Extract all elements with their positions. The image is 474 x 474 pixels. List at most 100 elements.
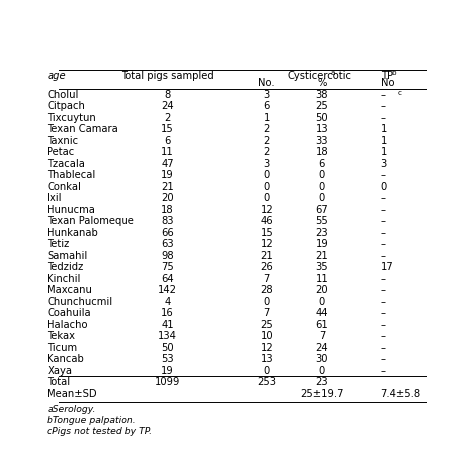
Text: –: – — [381, 366, 386, 376]
Text: Conkal: Conkal — [47, 182, 82, 192]
Text: 0: 0 — [319, 171, 325, 181]
Text: 0: 0 — [319, 366, 325, 376]
Text: 23: 23 — [316, 228, 328, 238]
Text: 1: 1 — [381, 125, 387, 135]
Text: –: – — [381, 101, 386, 111]
Text: age: age — [47, 71, 66, 81]
Text: –: – — [381, 355, 386, 365]
Text: Cholul: Cholul — [47, 90, 79, 100]
Text: –: – — [381, 274, 386, 284]
Text: No.: No. — [258, 78, 275, 88]
Text: Texan Palomeque: Texan Palomeque — [47, 217, 134, 227]
Text: 21: 21 — [316, 251, 328, 261]
Text: Hunucma: Hunucma — [47, 205, 95, 215]
Text: –: – — [381, 285, 386, 295]
Text: %: % — [317, 78, 327, 88]
Text: 17: 17 — [381, 263, 393, 273]
Text: 12: 12 — [260, 239, 273, 249]
Text: Tzacala: Tzacala — [47, 159, 85, 169]
Text: 10: 10 — [261, 331, 273, 341]
Text: Total pigs sampled: Total pigs sampled — [121, 71, 214, 81]
Text: 28: 28 — [261, 285, 273, 295]
Text: 20: 20 — [161, 193, 174, 203]
Text: –: – — [381, 205, 386, 215]
Text: 61: 61 — [316, 320, 328, 330]
Text: 0: 0 — [319, 182, 325, 192]
Text: 1: 1 — [264, 113, 270, 123]
Text: Coahuila: Coahuila — [47, 309, 91, 319]
Text: 25: 25 — [260, 320, 273, 330]
Text: Xaya: Xaya — [47, 366, 73, 376]
Text: 0: 0 — [264, 366, 270, 376]
Text: –: – — [381, 251, 386, 261]
Text: 253: 253 — [257, 377, 276, 387]
Text: Ticum: Ticum — [47, 343, 78, 353]
Text: aSerology.: aSerology. — [47, 405, 96, 414]
Text: 4: 4 — [164, 297, 171, 307]
Text: 30: 30 — [316, 355, 328, 365]
Text: 53: 53 — [161, 355, 174, 365]
Text: 13: 13 — [261, 355, 273, 365]
Text: 24: 24 — [316, 343, 328, 353]
Text: Thablecal: Thablecal — [47, 171, 96, 181]
Text: Mean±SD: Mean±SD — [47, 389, 97, 399]
Text: 0: 0 — [381, 182, 387, 192]
Text: 25±19.7: 25±19.7 — [300, 389, 344, 399]
Text: 2: 2 — [264, 136, 270, 146]
Text: 6: 6 — [264, 101, 270, 111]
Text: 0: 0 — [264, 182, 270, 192]
Text: –: – — [381, 171, 386, 181]
Text: 7: 7 — [264, 274, 270, 284]
Text: 2: 2 — [264, 147, 270, 157]
Text: 6: 6 — [319, 159, 325, 169]
Text: 2: 2 — [164, 113, 171, 123]
Text: Kinchil: Kinchil — [47, 274, 81, 284]
Text: 7: 7 — [264, 309, 270, 319]
Text: 47: 47 — [161, 159, 174, 169]
Text: Tekax: Tekax — [47, 331, 75, 341]
Text: –: – — [381, 228, 386, 238]
Text: 8: 8 — [164, 90, 171, 100]
Text: 33: 33 — [316, 136, 328, 146]
Text: 24: 24 — [161, 101, 174, 111]
Text: –: – — [381, 331, 386, 341]
Text: Taxnic: Taxnic — [47, 136, 79, 146]
Text: Total: Total — [47, 377, 71, 387]
Text: –: – — [381, 239, 386, 249]
Text: 7: 7 — [319, 331, 325, 341]
Text: 0: 0 — [319, 193, 325, 203]
Text: 75: 75 — [161, 263, 174, 273]
Text: c: c — [397, 90, 401, 96]
Text: 44: 44 — [316, 309, 328, 319]
Text: 19: 19 — [161, 366, 174, 376]
Text: 55: 55 — [316, 217, 328, 227]
Text: –: – — [381, 309, 386, 319]
Text: 25: 25 — [316, 101, 328, 111]
Text: 15: 15 — [161, 125, 174, 135]
Text: 18: 18 — [161, 205, 174, 215]
Text: 6: 6 — [164, 136, 171, 146]
Text: –: – — [381, 217, 386, 227]
Text: 19: 19 — [316, 239, 328, 249]
Text: 21: 21 — [260, 251, 273, 261]
Text: bTongue palpation.: bTongue palpation. — [47, 416, 136, 425]
Text: –: – — [381, 343, 386, 353]
Text: 0: 0 — [319, 297, 325, 307]
Text: Hunkanab: Hunkanab — [47, 228, 98, 238]
Text: 11: 11 — [161, 147, 174, 157]
Text: Tixcuytun: Tixcuytun — [47, 113, 96, 123]
Text: 46: 46 — [261, 217, 273, 227]
Text: 2: 2 — [264, 125, 270, 135]
Text: 98: 98 — [161, 251, 174, 261]
Text: Citpach: Citpach — [47, 101, 85, 111]
Text: 50: 50 — [161, 343, 174, 353]
Text: 23: 23 — [316, 377, 328, 387]
Text: 12: 12 — [260, 205, 273, 215]
Text: 18: 18 — [316, 147, 328, 157]
Text: 7.4±5.8: 7.4±5.8 — [381, 389, 421, 399]
Text: 50: 50 — [316, 113, 328, 123]
Text: Ixil: Ixil — [47, 193, 62, 203]
Text: –: – — [381, 113, 386, 123]
Text: –: – — [381, 320, 386, 330]
Text: –: – — [381, 297, 386, 307]
